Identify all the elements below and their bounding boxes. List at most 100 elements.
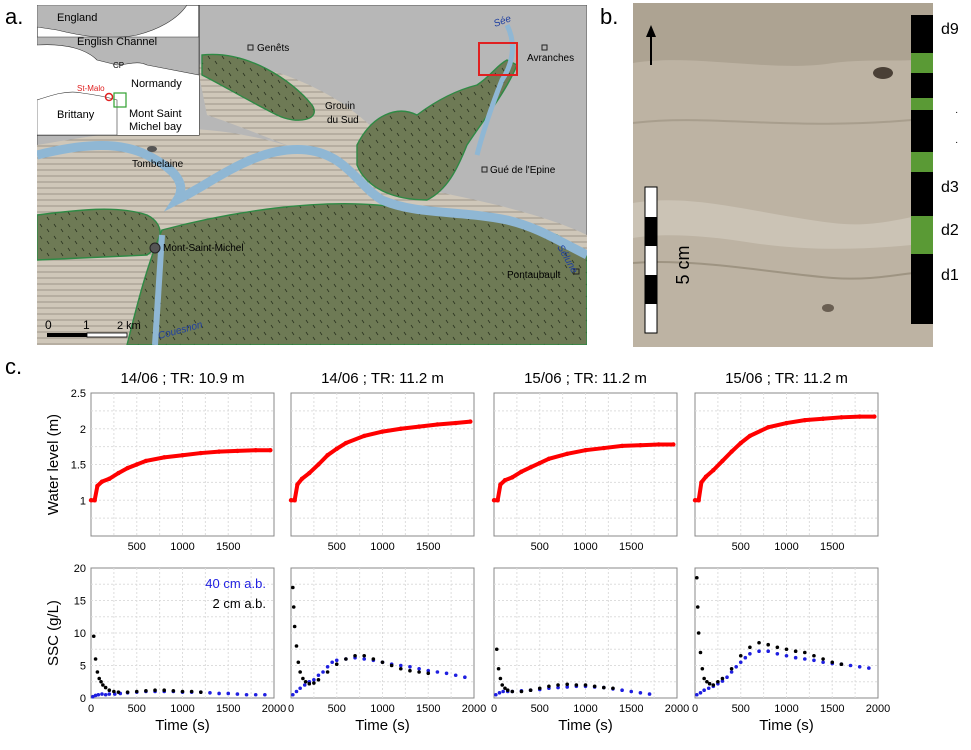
data-point-40cm xyxy=(399,663,403,668)
data-point-2cm xyxy=(707,681,712,686)
photo-scale-label: 5 cm xyxy=(673,245,693,284)
data-point-40cm xyxy=(729,670,734,674)
data-point-40cm xyxy=(748,652,752,656)
data-point xyxy=(671,442,676,447)
data-point-2cm xyxy=(334,662,339,666)
x-tick-label: 1000 xyxy=(170,541,194,553)
chart-1: 500 1000 1500 1 1.5 2 2.5 14/06 ; TR: 10.9 m Wat… xyxy=(45,370,275,553)
data-point xyxy=(696,498,701,503)
data-point xyxy=(198,450,203,456)
data-point-40cm xyxy=(316,673,321,678)
couesnon-river xyxy=(152,234,165,346)
data-point-40cm xyxy=(103,692,108,697)
data-point-2cm xyxy=(537,686,542,691)
data-point xyxy=(857,414,862,419)
data-point-2cm xyxy=(380,660,385,665)
data-point xyxy=(99,479,105,484)
data-point-40cm xyxy=(803,657,807,661)
data-point xyxy=(495,498,500,503)
data-point-2cm xyxy=(101,683,105,687)
data-point-40cm xyxy=(766,649,770,653)
data-point-40cm xyxy=(291,692,295,697)
legend-2cm: 2 cm a.b. xyxy=(213,596,266,611)
data-point-40cm xyxy=(734,665,738,669)
data-point xyxy=(295,482,300,487)
data-point-40cm xyxy=(867,666,871,670)
data-point xyxy=(468,419,473,424)
label-tombelaine: Tombelaine xyxy=(132,159,184,170)
data-point-40cm xyxy=(497,691,502,695)
data-point xyxy=(784,420,789,426)
data-point-2cm xyxy=(565,682,569,687)
data-point-40cm xyxy=(93,693,98,698)
data-point-40cm xyxy=(821,660,825,665)
x-tick-label: 1500 xyxy=(619,541,643,553)
data-point-2cm xyxy=(199,690,203,694)
data-point-2cm xyxy=(371,657,376,661)
data-point-2cm xyxy=(291,585,295,590)
data-point-40cm xyxy=(565,685,569,689)
data-point xyxy=(107,476,112,481)
x-tick-label: 1500 xyxy=(216,703,240,715)
bay-map-svg: Genêts Avranches Grouin du Sud Tombelain… xyxy=(35,4,590,346)
data-point xyxy=(565,451,570,456)
data-point-2cm xyxy=(695,575,699,580)
x-tick-label: 0 xyxy=(491,703,497,715)
data-point xyxy=(453,420,458,426)
x-tick-label: 2000 xyxy=(462,703,486,715)
data-point-40cm xyxy=(408,665,412,669)
x-tick-label: 2000 xyxy=(262,703,286,715)
label-avranches: Avranches xyxy=(527,53,574,64)
data-point xyxy=(316,462,321,467)
data-point xyxy=(546,456,552,461)
data-point-40cm xyxy=(695,692,699,697)
gue-marker xyxy=(481,166,488,173)
data-point-2cm xyxy=(503,686,507,691)
inset-bay-box xyxy=(113,92,127,108)
data-point xyxy=(398,426,403,431)
panel-label-b: b. xyxy=(600,4,619,29)
data-point xyxy=(802,417,807,423)
x-tick-label: 500 xyxy=(128,541,146,553)
data-point xyxy=(839,415,844,420)
label-mont-saint-michel: Mont-Saint-Michel xyxy=(163,243,244,254)
data-point-2cm xyxy=(821,657,825,661)
data-point-2cm xyxy=(592,684,597,689)
series-line-water-level xyxy=(695,414,875,503)
layer-label-dot-1: · xyxy=(955,107,959,118)
data-point xyxy=(380,429,385,434)
data-point-40cm xyxy=(743,655,748,660)
data-point xyxy=(88,498,94,503)
data-point-2cm xyxy=(500,683,505,687)
data-point-2cm xyxy=(583,683,588,687)
inset-bay-2: Michel bay xyxy=(129,121,182,133)
data-point-2cm xyxy=(574,683,579,687)
x-tick-label: 2000 xyxy=(665,703,689,715)
data-point xyxy=(362,433,367,439)
data-point-40cm xyxy=(235,692,240,696)
data-point xyxy=(498,482,503,487)
data-point-40cm xyxy=(435,670,440,674)
data-point-40cm xyxy=(775,652,780,656)
scale-label-2: 2 km xyxy=(117,320,141,332)
data-point-40cm xyxy=(217,691,221,696)
chart-7: 0 500 1000 1500 2000 Time (s) xyxy=(491,567,689,734)
data-point-2cm xyxy=(301,676,305,681)
data-point-40cm xyxy=(702,688,706,692)
data-point xyxy=(292,498,297,503)
x-tick-label: 500 xyxy=(732,541,750,553)
data-point xyxy=(334,446,339,451)
tombelaine-marker xyxy=(147,146,157,152)
inset-brittany: Brittany xyxy=(57,109,95,121)
label-gue: Gué de l'Epine xyxy=(490,165,556,176)
data-point-2cm xyxy=(103,685,108,690)
data-point-2cm xyxy=(408,668,412,673)
label-grouin-1: Grouin xyxy=(325,101,355,112)
x-tick-label: 0 xyxy=(88,703,94,715)
data-point xyxy=(537,460,542,466)
data-point xyxy=(95,483,100,489)
x-tick-label: 500 xyxy=(732,703,750,715)
legend-40cm: 40 cm a.b. xyxy=(205,576,266,591)
data-point xyxy=(491,498,497,503)
data-point-40cm xyxy=(784,653,789,658)
